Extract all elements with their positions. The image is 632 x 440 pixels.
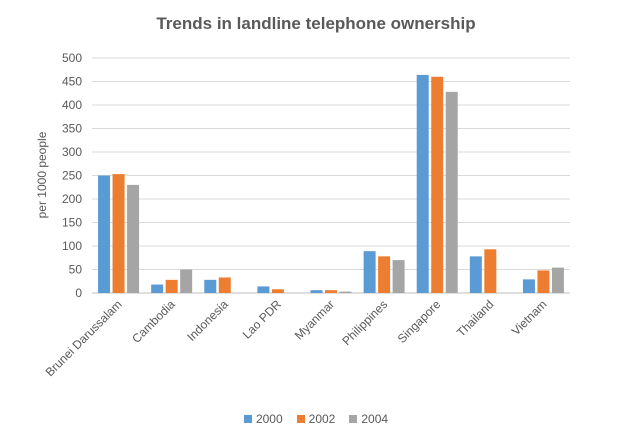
y-tick-label: 100 — [62, 239, 82, 253]
legend-label: 2004 — [361, 412, 389, 426]
y-tick-label: 500 — [62, 51, 82, 65]
x-tick-label: Cambodia — [129, 297, 178, 346]
bar-2004 — [445, 91, 458, 293]
x-tick-label: Vietnam — [509, 297, 550, 338]
bar-2000 — [151, 284, 164, 293]
y-axis-label: per 1000 people — [35, 131, 49, 218]
bar-2000 — [416, 74, 429, 293]
legend-label: 2000 — [255, 412, 283, 426]
x-tick-label: Philippines — [339, 297, 390, 348]
bar-2002 — [325, 290, 337, 293]
x-tick-label: Indonesia — [184, 297, 231, 344]
bar-2000 — [257, 286, 270, 293]
bar-2004 — [180, 269, 193, 293]
x-tick-label: Myanmar — [292, 297, 337, 342]
x-tick-label: Singapore — [395, 297, 444, 346]
bar-2000 — [204, 279, 217, 293]
bar-2000 — [363, 251, 376, 293]
legend-swatch — [243, 415, 252, 423]
y-tick-label: 0 — [75, 286, 82, 300]
bar-2000 — [310, 290, 323, 293]
y-tick-label: 150 — [62, 216, 82, 230]
bar-2002 — [165, 279, 178, 293]
y-tick-label: 350 — [62, 122, 82, 136]
y-tick-label: 200 — [62, 192, 82, 206]
bar-2004 — [339, 291, 352, 293]
legend: 2000 2002 2004 — [0, 412, 632, 426]
bar-2002 — [378, 256, 391, 293]
legend-label: 2002 — [308, 412, 336, 426]
chart-title: Trends in landline telephone ownership — [156, 14, 476, 33]
y-tick-label: 250 — [62, 169, 82, 183]
x-tick-label: Thailand — [454, 297, 496, 339]
legend-item: 2004 — [349, 412, 388, 426]
legend-item: 2000 — [243, 412, 283, 426]
bar-2002 — [431, 76, 444, 293]
bar-2002 — [484, 249, 497, 293]
bar-2002 — [537, 270, 550, 293]
legend-swatch — [349, 415, 358, 423]
y-tick-label: 300 — [62, 145, 82, 159]
bar-2004 — [127, 184, 140, 293]
bar-2002 — [271, 289, 284, 293]
legend-item: 2002 — [296, 412, 336, 426]
legend-swatch — [296, 415, 305, 423]
bar-2000 — [522, 279, 535, 293]
bar-2000 — [469, 256, 482, 293]
bar-2002 — [218, 277, 231, 293]
bar-2004 — [551, 267, 564, 293]
bar-2004 — [392, 260, 405, 293]
y-tick-label: 50 — [69, 263, 83, 277]
x-tick-label: Brunei Darussalam — [43, 297, 125, 379]
x-tick-label: Lao PDR — [240, 297, 285, 342]
y-tick-label: 400 — [62, 98, 82, 112]
bar-2002 — [112, 174, 125, 293]
y-tick-label: 450 — [62, 75, 82, 89]
bar-2000 — [98, 175, 111, 293]
